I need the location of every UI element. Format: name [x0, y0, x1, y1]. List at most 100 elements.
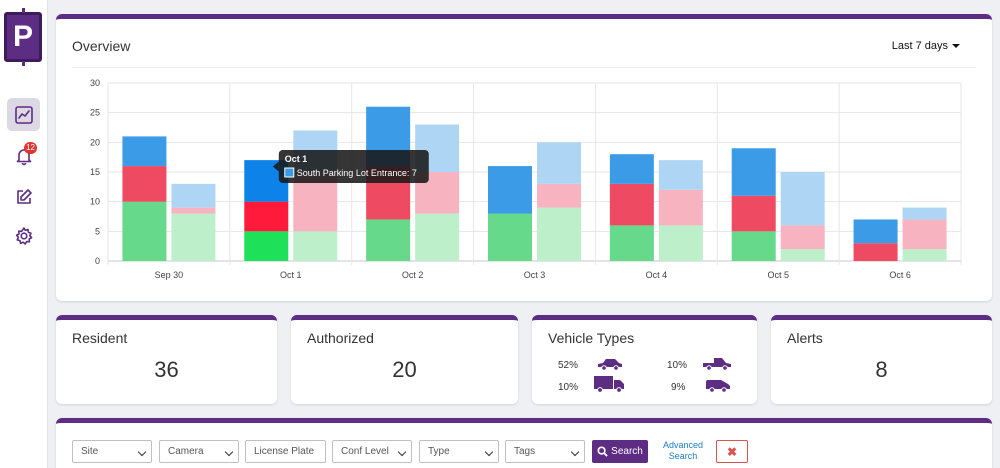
bar-segment [171, 183, 216, 208]
y-tick-label: 30 [90, 78, 100, 88]
bar-segment [902, 207, 947, 220]
bar-segment [488, 166, 532, 214]
car-pct: 52% [558, 360, 579, 371]
y-tick-label: 10 [90, 197, 100, 207]
bar-segment [244, 201, 289, 232]
overview-title: Overview [72, 38, 131, 54]
type-select-label: Type [428, 446, 450, 457]
date-range-label: Last 7 days [891, 40, 948, 52]
site-select[interactable]: Site [72, 440, 152, 463]
bar-segment [537, 142, 581, 184]
caret-down-icon [952, 44, 960, 49]
resident-card: Resident 36 [56, 315, 277, 404]
bar-segment [731, 195, 776, 232]
nav-edit[interactable] [7, 180, 40, 213]
y-tick-label: 0 [95, 256, 100, 266]
x-tick-label: Oct 5 [767, 270, 789, 280]
sidebar: P 12 [0, 0, 48, 468]
authorized-card: Authorized 20 [291, 315, 518, 404]
overview-divider [72, 67, 976, 68]
bar-segment [902, 219, 947, 250]
bar-segment [780, 225, 825, 250]
bar-segment [658, 225, 703, 261]
bar-segment [780, 172, 825, 226]
x-tick-label: Sep 30 [155, 270, 184, 280]
date-range-dropdown[interactable]: Last 7 days [892, 40, 960, 52]
times-icon: ✖ [726, 444, 738, 459]
pickup-truck-icon [703, 358, 731, 371]
y-tick-label: 20 [90, 137, 100, 147]
alerts-card: Alerts 8 [771, 315, 992, 404]
camera-select[interactable]: Camera [159, 440, 239, 463]
chevron-down-icon [224, 447, 234, 457]
license-plate-input[interactable]: License Plate [245, 440, 326, 463]
tooltip-title: Oct 1 [285, 154, 308, 164]
bar-segment [609, 154, 654, 184]
bar-segment [731, 148, 776, 196]
alerts-title: Alerts [787, 330, 823, 346]
tags-select[interactable]: Tags [505, 440, 585, 463]
chevron-down-icon [137, 447, 147, 457]
y-tick-label: 15 [90, 167, 100, 177]
tooltip-swatch [284, 167, 295, 178]
bar-segment [658, 160, 703, 190]
tooltip-label: South Parking Lot Entrance: 7 [297, 168, 417, 178]
tooltip-arrow [272, 161, 279, 172]
overview-card: Overview Last 7 days 0 5 10 15 20 25 30 Sep 30 O… [56, 14, 992, 301]
chevron-down-icon [570, 447, 580, 457]
app-logo[interactable]: P [4, 8, 42, 66]
bar-segment [293, 231, 338, 261]
conf-level-select[interactable]: Conf Level [332, 440, 412, 463]
box-truck-pct: 10% [558, 382, 579, 393]
x-tick-label: Oct 2 [402, 270, 424, 280]
logo-letter: P [12, 20, 33, 53]
search-button-label: Search [611, 446, 643, 457]
bar-segment [122, 201, 167, 261]
bar-segment [366, 219, 411, 261]
bar-segment [537, 207, 581, 261]
alerts-count-badge: 12 [24, 142, 37, 154]
vehicle-types-card: Vehicle Types 52% 10% 10% 9% [532, 315, 757, 404]
resident-title: Resident [72, 330, 128, 346]
bar-segment [244, 231, 289, 261]
box-truck-icon [594, 376, 624, 393]
search-button[interactable]: Search [592, 440, 648, 463]
bar-segment [658, 189, 703, 226]
tags-select-label: Tags [514, 446, 536, 457]
site-select-label: Site [81, 446, 99, 457]
authorized-title: Authorized [307, 330, 374, 346]
bar-segment [780, 249, 825, 261]
clear-filters-button[interactable]: ✖ [716, 440, 748, 463]
nav-analytics[interactable] [7, 98, 40, 131]
x-tick-label: Oct 4 [646, 270, 668, 280]
type-select[interactable]: Type [419, 440, 499, 463]
chevron-down-icon [484, 447, 494, 457]
bar-segment [853, 243, 898, 261]
x-tick-label: Oct 1 [280, 270, 302, 280]
resident-value: 36 [154, 357, 179, 382]
chart-line-icon [14, 105, 33, 124]
bar-segment [609, 225, 654, 261]
bar-segment [537, 183, 581, 208]
pickup-pct: 10% [667, 360, 688, 371]
overview-chart: 0 5 10 15 20 25 30 Sep 30 Oct 1 Oct 2 Oct 3 Oct 4 Oc… [90, 78, 962, 280]
license-plate-placeholder: License Plate [254, 446, 315, 457]
bar-segment [609, 183, 654, 226]
bar-segment [488, 213, 532, 261]
bar-segment [902, 249, 947, 261]
nav-settings[interactable] [7, 219, 40, 252]
bar-segment [415, 213, 460, 261]
bar-segment [122, 166, 167, 202]
bar-segment [853, 219, 898, 244]
authorized-value: 20 [392, 357, 417, 382]
car-icon [598, 359, 622, 371]
vehicle-types-title: Vehicle Types [548, 330, 635, 346]
edit-icon [16, 188, 32, 204]
x-tick-label: Oct 6 [889, 270, 911, 280]
filter-bar: Site Camera License Plate Conf Level Typ… [56, 418, 992, 468]
x-tick-label: Oct 3 [524, 270, 546, 280]
nav-alerts[interactable]: 12 [7, 139, 40, 172]
van-icon [706, 380, 730, 393]
advanced-search-link[interactable]: Advanced Search [662, 440, 704, 461]
bar-segment [171, 213, 216, 261]
